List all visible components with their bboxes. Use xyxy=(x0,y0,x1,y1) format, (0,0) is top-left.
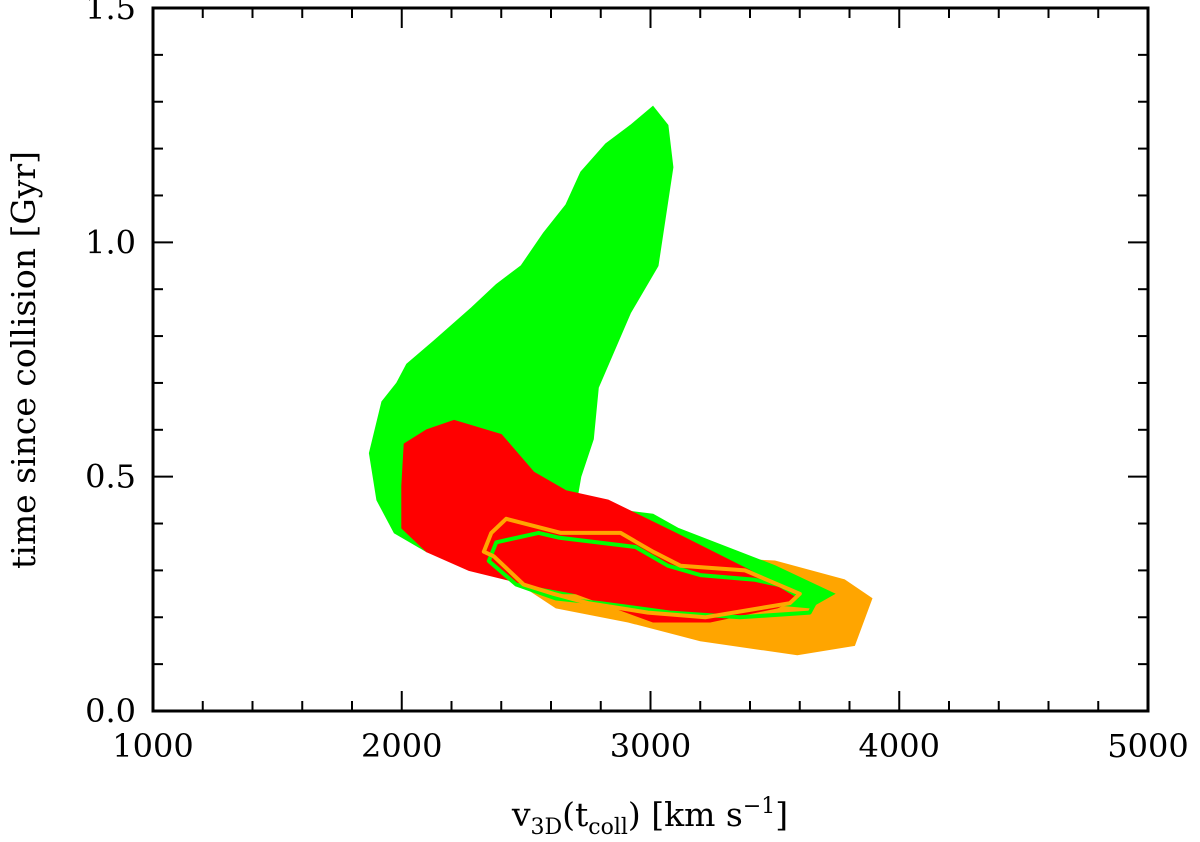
x-axis-label: v3D(tcoll) [km s−1] xyxy=(511,794,788,837)
x-tick-label: 1000 xyxy=(112,727,193,765)
ticks-layer xyxy=(152,7,1149,712)
x-axis-label-units-close: ] xyxy=(775,795,788,834)
y-tick-label: 1.0 xyxy=(85,223,136,261)
y-tick-label: 0.5 xyxy=(85,458,136,496)
x-tick-label: 5000 xyxy=(1107,727,1188,765)
contour-line-4 xyxy=(481,516,802,620)
y-tick-label: 0.0 xyxy=(85,692,136,730)
x-axis-label-spacer xyxy=(641,795,652,834)
y-tick-label: 1.5 xyxy=(85,0,136,27)
x-axis-label-units-sup: −1 xyxy=(743,794,775,819)
y-axis-label: time since collision [Gyr] xyxy=(4,151,43,569)
filled-region-2 xyxy=(401,419,799,623)
x-tick-label: 4000 xyxy=(859,727,940,765)
x-axis-label-main-sub: 3D xyxy=(530,815,562,837)
x-tick-label: 2000 xyxy=(361,727,442,765)
x-axis-label-units-open: [km s xyxy=(651,795,743,834)
x-axis-label-paren-open: (t xyxy=(562,795,588,834)
tick-labels: 1000 2000 3000 4000 5000 0.0 0.5 1.0 1.5 xyxy=(85,0,1189,765)
x-axis-label-paren-sub: coll xyxy=(588,815,628,837)
contour-line-3 xyxy=(486,530,822,620)
series-layer xyxy=(368,105,873,656)
x-axis-label-main: v xyxy=(511,795,531,834)
x-axis-label-paren-close: ) xyxy=(628,795,641,834)
x-tick-label: 3000 xyxy=(610,727,691,765)
